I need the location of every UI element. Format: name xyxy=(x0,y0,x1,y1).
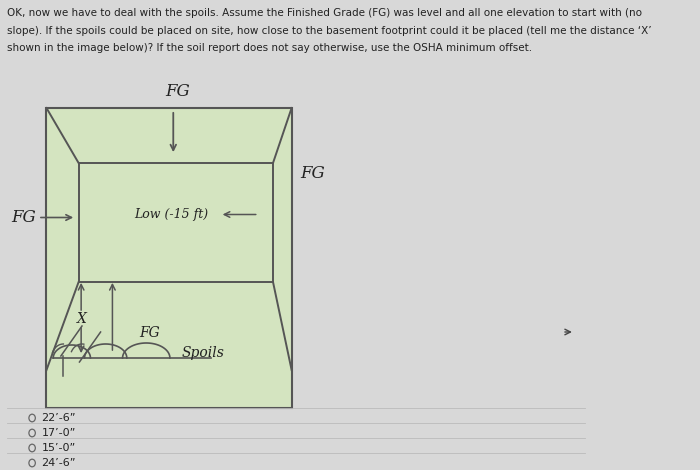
Text: shown in the image below)? If the soil report does not say otherwise, use the OS: shown in the image below)? If the soil r… xyxy=(7,43,532,53)
Text: 22’-6”: 22’-6” xyxy=(41,413,76,423)
Text: X: X xyxy=(77,312,87,326)
Text: FG: FG xyxy=(12,209,36,226)
Text: FG: FG xyxy=(300,164,325,181)
Text: Low (-15 ft): Low (-15 ft) xyxy=(134,208,209,221)
Text: 17’-0”: 17’-0” xyxy=(41,428,76,438)
Text: FG: FG xyxy=(139,326,160,340)
Text: FG: FG xyxy=(165,83,190,100)
Text: 24’-6”: 24’-6” xyxy=(41,458,76,468)
Text: Spoils: Spoils xyxy=(182,346,225,360)
Text: OK, now we have to deal with the spoils. Assume the Finished Grade (FG) was leve: OK, now we have to deal with the spoils.… xyxy=(7,8,642,18)
Bar xyxy=(46,108,292,408)
Text: slope). If the spoils could be placed on site, how close to the basement footpri: slope). If the spoils could be placed on… xyxy=(7,25,652,36)
Text: 15’-0”: 15’-0” xyxy=(41,443,76,453)
